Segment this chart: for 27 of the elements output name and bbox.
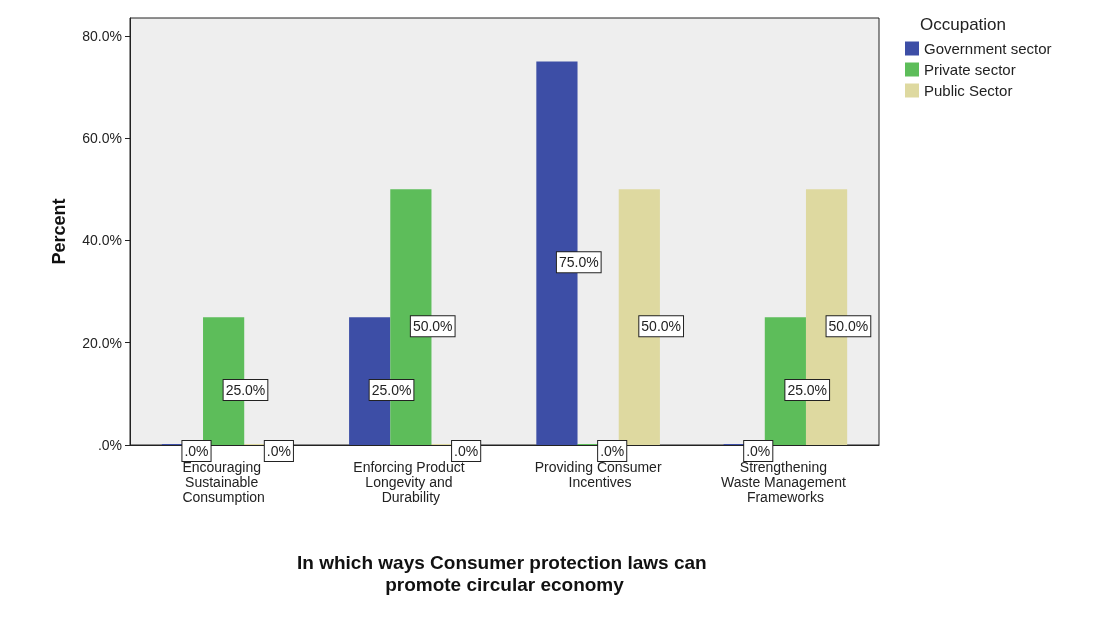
data-label: .0% [184,443,209,459]
legend-label: Public Sector [924,82,1013,99]
data-label: .0% [746,443,771,459]
data-label: .0% [454,443,479,459]
y-tick-label: 60.0% [82,130,122,147]
x-axis-title: In which ways Consumer protection laws can promote circular economy [297,551,712,595]
y-tick-label: 40.0% [82,232,122,249]
data-label: .0% [266,443,291,459]
data-label: 25.0% [787,382,828,399]
legend-label: Government sector [924,40,1052,57]
legend-title: Occupation [920,15,1006,34]
x-tick-label: Providing Consumer Incentives [534,458,662,490]
y-tick-label: .0% [97,437,122,453]
data-label: 25.0% [225,382,266,399]
data-label: 25.0% [371,382,412,399]
data-label: .0% [600,443,625,459]
y-axis-title: Percent [49,198,69,265]
data-label: 50.0% [412,318,453,335]
x-tick-label: Enforcing Product Longevity and Durability [353,458,469,505]
legend-label: Private sector [924,61,1016,78]
x-tick-label: Strengthening Waste Management Frameworks [721,458,850,505]
data-label: 50.0% [828,318,869,335]
data-label: 50.0% [641,318,682,335]
y-tick-label: 80.0% [82,27,122,44]
data-label: 75.0% [558,254,599,271]
y-tick-label: 20.0% [82,334,122,351]
x-tick-label: Encouraging Sustainable Consumption [182,458,265,505]
